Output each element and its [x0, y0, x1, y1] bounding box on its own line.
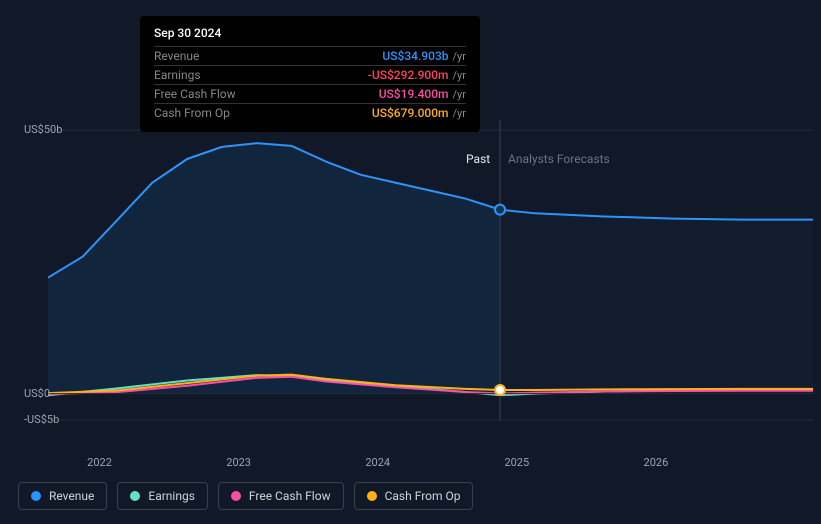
- legend-item-free-cash-flow[interactable]: Free Cash Flow: [218, 482, 344, 510]
- tooltip-row: Earnings -US$292.900m/yr: [154, 65, 466, 84]
- x-axis-label: 2024: [365, 456, 390, 469]
- cursor-marker-cash-from-op: [495, 385, 505, 395]
- tooltip-row: Cash From Op US$679.000m/yr: [154, 103, 466, 122]
- chart-svg: [48, 120, 813, 450]
- tooltip-row-unit: /yr: [453, 88, 466, 101]
- x-axis-label: 2026: [644, 456, 669, 469]
- region-label-forecast: Analysts Forecasts: [508, 152, 610, 166]
- tooltip-row-value: US$19.400m: [379, 87, 449, 101]
- x-axis: 2022 2023 2024 2025 2026: [30, 456, 821, 474]
- y-axis-label: US$0: [24, 387, 50, 400]
- legend-item-cash-from-op[interactable]: Cash From Op: [354, 482, 474, 510]
- tooltip-row-unit: /yr: [453, 107, 466, 120]
- tooltip-row-label: Free Cash Flow: [154, 87, 236, 101]
- tooltip-row-label: Earnings: [154, 68, 201, 82]
- legend-item-earnings[interactable]: Earnings: [117, 482, 208, 510]
- legend-label: Earnings: [148, 489, 195, 503]
- tooltip-row-value: US$34.903b: [382, 49, 448, 63]
- tooltip-row-value: -US$292.900m: [368, 68, 449, 82]
- y-axis-label: US$50b: [24, 123, 62, 136]
- legend-dot-icon: [31, 491, 41, 501]
- tooltip-row-value: US$679.000m: [372, 106, 449, 120]
- region-label-past: Past: [466, 152, 490, 166]
- tooltip-row: Free Cash Flow US$19.400m/yr: [154, 84, 466, 103]
- x-axis-label: 2022: [87, 456, 112, 469]
- legend-dot-icon: [130, 491, 140, 501]
- tooltip-row-label: Cash From Op: [154, 106, 230, 120]
- legend: Revenue Earnings Free Cash Flow Cash From O…: [18, 482, 473, 510]
- chart-area: US$50b US$0 -US$5b Past Analysts Forecasts: [18, 120, 813, 450]
- legend-dot-icon: [367, 491, 377, 501]
- x-axis-label: 2025: [504, 456, 529, 469]
- tooltip-row: Revenue US$34.903b/yr: [154, 46, 466, 65]
- cursor-marker-revenue: [495, 205, 505, 215]
- legend-item-revenue[interactable]: Revenue: [18, 482, 107, 510]
- legend-label: Cash From Op: [385, 489, 461, 503]
- legend-label: Revenue: [49, 489, 94, 503]
- tooltip-row-unit: /yr: [453, 69, 466, 82]
- tooltip-row-unit: /yr: [453, 50, 466, 63]
- legend-dot-icon: [231, 491, 241, 501]
- legend-label: Free Cash Flow: [249, 489, 331, 503]
- y-axis-label: -US$5b: [24, 413, 59, 426]
- hover-tooltip: Sep 30 2024 RevenueUS$34.903b/yrEarnings…: [140, 16, 480, 132]
- tooltip-date: Sep 30 2024: [154, 26, 466, 40]
- tooltip-row-label: Revenue: [154, 49, 199, 63]
- x-axis-label: 2023: [226, 456, 251, 469]
- tooltip-rows: Revenue US$34.903b/yr Earnings -US$292.900m…: [154, 46, 466, 122]
